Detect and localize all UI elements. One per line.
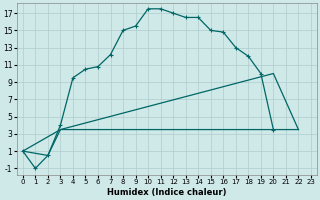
X-axis label: Humidex (Indice chaleur): Humidex (Indice chaleur) <box>107 188 227 197</box>
